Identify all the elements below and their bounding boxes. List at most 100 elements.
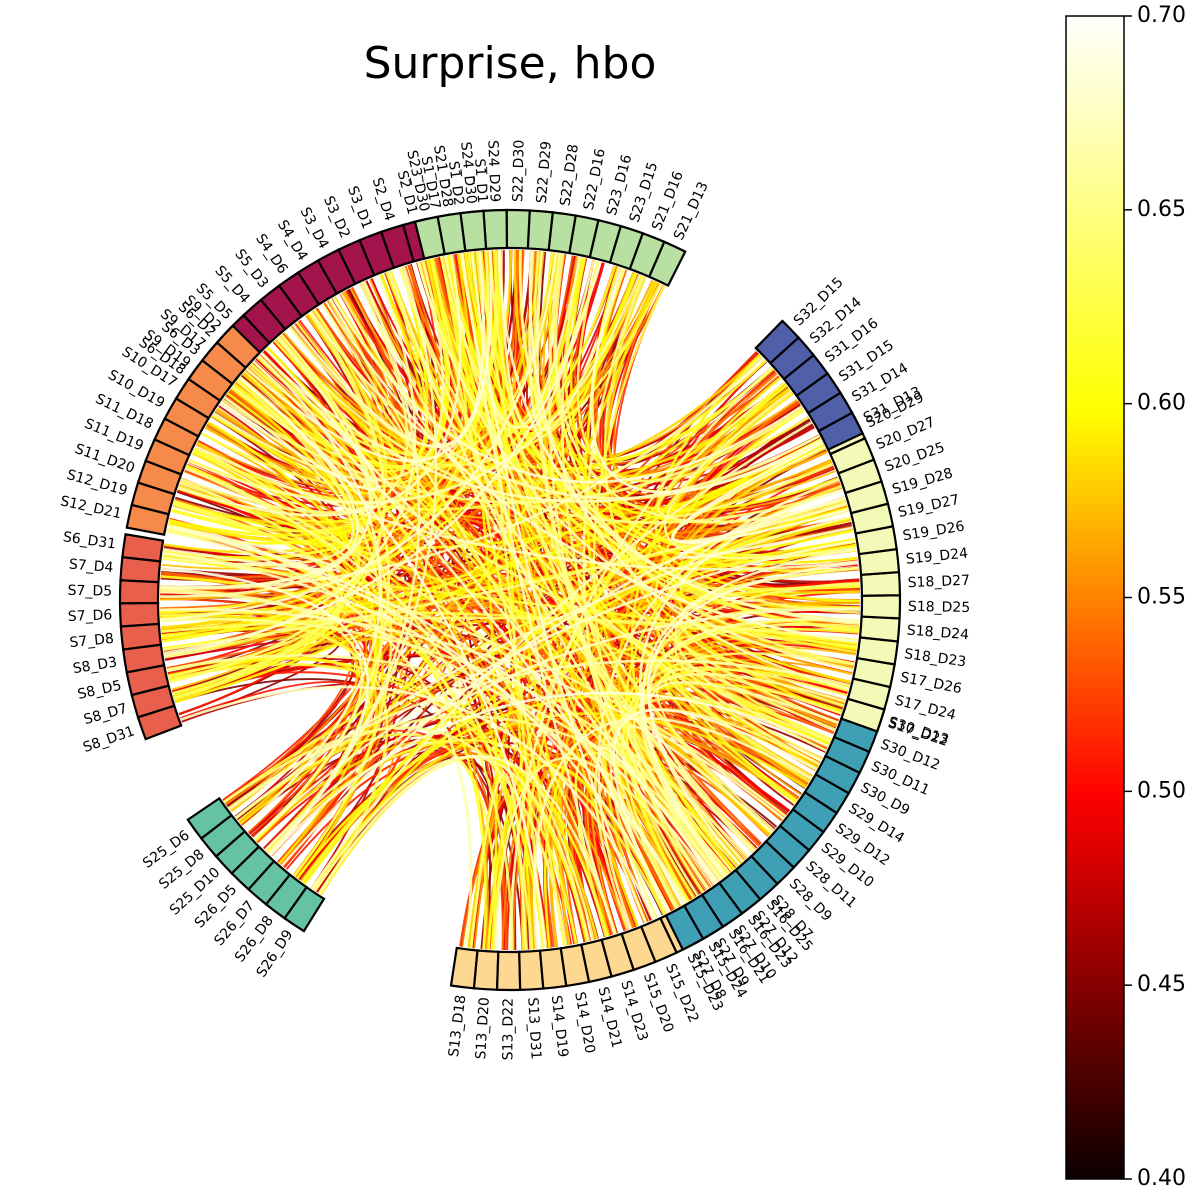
chord-link xyxy=(281,488,843,867)
chord-link xyxy=(296,693,830,879)
chord-node-s2_d4 xyxy=(379,223,415,270)
chord-node-s21_d16 xyxy=(628,231,666,279)
node-label: S1_D1 xyxy=(471,158,490,203)
chord-node-s7_d8 xyxy=(119,622,163,651)
chord-link xyxy=(674,566,859,752)
chord-node-s13_d20 xyxy=(472,949,500,991)
chord-node-s14_d19 xyxy=(538,947,568,990)
chord-node-s9_d2 xyxy=(215,324,262,370)
chord-link xyxy=(234,515,851,819)
node-label: S19_D24 xyxy=(905,546,969,568)
chord-node-s22_d16 xyxy=(568,214,600,259)
chord-node-s14_d23 xyxy=(600,932,636,978)
chord-node-s31_d14 xyxy=(806,391,854,433)
chord-link xyxy=(169,311,386,684)
chord-node-s30_d9 xyxy=(814,754,862,795)
node-label: S18_D24 xyxy=(906,623,969,644)
node-label: S7_D4 xyxy=(68,557,114,577)
chord-node-s5_d3 xyxy=(259,284,304,331)
node-label: S1_D2 xyxy=(445,160,467,206)
chord-link xyxy=(266,738,666,915)
chord-node-s21_d28 xyxy=(436,211,467,256)
chord-link xyxy=(644,704,808,847)
colorbar-tick-label: 0.70 xyxy=(1137,3,1186,28)
chord-link xyxy=(161,566,370,856)
chord-node-s27_d8 xyxy=(664,904,705,952)
chord-link xyxy=(159,297,394,601)
chord-node-s8_d7 xyxy=(130,684,176,719)
chord-link xyxy=(657,381,834,518)
chord-node-s32_d15 xyxy=(754,319,801,365)
chord-link xyxy=(238,376,547,949)
chord-node-s15_d22 xyxy=(639,916,679,964)
node-label: S7_D6 xyxy=(68,607,113,625)
chord-node-s17_d26 xyxy=(851,656,896,689)
chord-link xyxy=(678,496,853,559)
colorbar-tick-label: 0.50 xyxy=(1137,778,1186,803)
chord-link xyxy=(163,551,787,818)
chord-node-s7_d6 xyxy=(118,601,160,628)
chord-node-s19_d24 xyxy=(857,547,901,577)
chord-node-s27_d9 xyxy=(682,893,725,941)
chord-link xyxy=(532,717,812,950)
chord-link xyxy=(260,352,820,503)
chord-node-s22_d29 xyxy=(526,209,555,252)
chord-node-s5_d4 xyxy=(241,298,287,345)
chord-node-s28_d9 xyxy=(749,839,796,886)
chord-node-s13_d18 xyxy=(449,946,479,990)
chord-link xyxy=(177,254,462,517)
colorbar-ticks: 0.40 0.45 0.50 0.55 0.60 0.65 0.70 xyxy=(1124,3,1186,1191)
node-label: S24_D30 xyxy=(457,141,479,205)
chord-node-s12_d19 xyxy=(130,481,176,516)
chord-node-s9_d19 xyxy=(187,358,234,403)
chord-node-s15_d20 xyxy=(620,925,657,972)
chord-link xyxy=(160,252,558,621)
chord-node-s14_d20 xyxy=(559,943,591,988)
chord-link xyxy=(509,366,773,951)
chord-node-s10_d17 xyxy=(174,377,222,420)
chord-node-s24_d30 xyxy=(459,209,488,253)
chord-link xyxy=(276,337,843,524)
chord-link xyxy=(648,681,839,852)
chord-node-s13_d22 xyxy=(495,950,522,992)
chord-node-s17_d24 xyxy=(846,677,892,711)
chord-link xyxy=(167,525,716,886)
chord-node-s7_d4 xyxy=(119,555,162,584)
chord-link xyxy=(325,301,858,643)
chord-link xyxy=(317,754,617,935)
node-label: S7_D8 xyxy=(69,631,115,651)
chord-link xyxy=(159,337,372,598)
chord-link xyxy=(173,312,386,700)
chord-node-s3_d4 xyxy=(316,248,357,296)
chord-link xyxy=(592,285,695,899)
chord-link xyxy=(332,297,803,484)
chord-link xyxy=(264,608,860,852)
chord-node-s26_d8 xyxy=(264,873,309,920)
chord-node-s18_d23 xyxy=(855,636,900,666)
chord-node-s32_d14 xyxy=(768,335,816,381)
node-label: S18_D25 xyxy=(908,599,971,616)
chord-node-s25_d6 xyxy=(186,796,234,841)
chord-node-s6_d31 xyxy=(121,533,165,563)
chord-link xyxy=(470,251,647,924)
chord-link xyxy=(160,608,785,820)
chord-node-s26_d9 xyxy=(283,885,326,933)
chord-link xyxy=(627,724,773,877)
chord-link xyxy=(569,257,842,715)
chord-node-s11_d19 xyxy=(144,438,191,476)
node-label: S7_D5 xyxy=(67,583,112,600)
chord-node-s19_d28 xyxy=(843,480,890,515)
chord-link xyxy=(416,261,854,671)
chord-node-s18_d24 xyxy=(858,615,901,643)
colorbar-tick-label: 0.40 xyxy=(1137,1166,1186,1191)
chord-link xyxy=(161,616,858,642)
node-label: S22_D29 xyxy=(534,141,555,204)
chord-link xyxy=(252,360,685,905)
chord-node-s8_d31 xyxy=(136,704,183,741)
chord-link xyxy=(597,478,840,929)
node-label: S18_D27 xyxy=(907,573,970,592)
chord-link xyxy=(160,357,764,590)
chord-node-s4_d4 xyxy=(296,259,339,306)
node-label: S14_D19 xyxy=(548,994,571,1058)
